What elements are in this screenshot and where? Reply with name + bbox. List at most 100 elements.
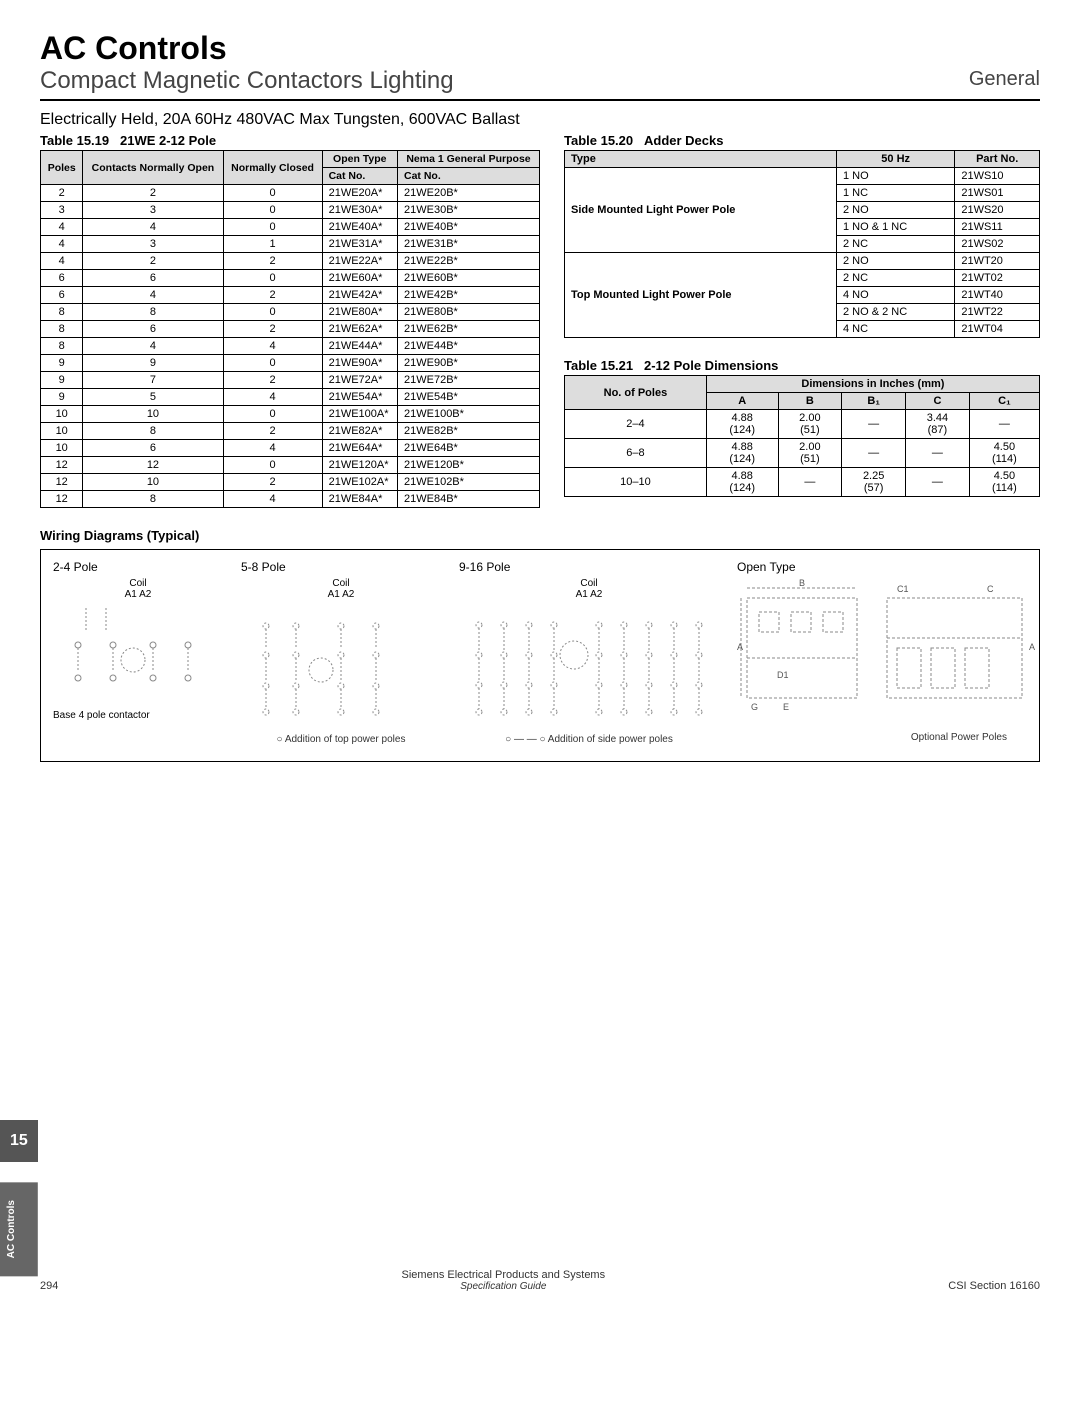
wiring-svg-2	[246, 600, 436, 730]
t19-cell: 8	[41, 338, 83, 355]
section-tab: AC Controls	[0, 1182, 38, 1276]
svg-text:A: A	[737, 642, 743, 652]
wiring-base4: Base 4 pole contactor	[53, 710, 223, 721]
svg-text:B: B	[799, 578, 805, 588]
t19-cell: 4	[223, 440, 322, 457]
t19-cell: 4	[41, 236, 83, 253]
footer-page: 294	[40, 1280, 58, 1292]
t19-cell: 0	[223, 219, 322, 236]
t19-cell: 9	[83, 355, 223, 372]
t19-cell: 21WE30A*	[322, 202, 397, 219]
t19-hdr-cat1: Cat No.	[322, 168, 397, 185]
doc-title: AC Controls	[40, 30, 454, 67]
svg-text:D1: D1	[777, 670, 789, 680]
t19-cell: 21WE60B*	[398, 270, 540, 287]
t21-hdr-dim: Dimensions in Inches (mm)	[706, 376, 1039, 393]
t19-cell: 9	[41, 372, 83, 389]
t20-hdr-part: Part No.	[955, 151, 1040, 168]
t19-cell: 21WE120A*	[322, 457, 397, 474]
t19-cell: 4	[41, 253, 83, 270]
t21-cell: 4.88(124)	[706, 439, 778, 468]
wiring-col3-title: 9-16 Pole	[459, 560, 719, 574]
t19-cell: 21WE31B*	[398, 236, 540, 253]
t19-cell: 21WE72A*	[322, 372, 397, 389]
header-category: General	[969, 68, 1040, 95]
t19-cell: 12	[41, 474, 83, 491]
t21-hdr-c1: C₁	[969, 393, 1039, 410]
svg-text:A: A	[1029, 642, 1035, 652]
table-dimensions: No. of Poles Dimensions in Inches (mm) A…	[564, 375, 1040, 497]
t19-cell: 7	[83, 372, 223, 389]
svg-text:C: C	[987, 584, 994, 594]
page-footer: 294 Siemens Electrical Products and Syst…	[40, 1269, 1040, 1292]
t20-part-cell: 21WT40	[955, 287, 1040, 304]
t19-cell: 21WE60A*	[322, 270, 397, 287]
t19-cell: 8	[83, 491, 223, 508]
t21-hdr-b: B	[778, 393, 842, 410]
wiring-svg-1	[58, 600, 218, 710]
t20-part-cell: 21WS20	[955, 202, 1040, 219]
t19-caption: Table 15.19 21WE 2-12 Pole	[40, 133, 540, 148]
t20-part-cell: 21WT22	[955, 304, 1040, 321]
t19-cell: 4	[223, 338, 322, 355]
t19-cell: 21WE44A*	[322, 338, 397, 355]
t20-hz-cell: 4 NO	[837, 287, 955, 304]
wiring-addside-label: Addition of side power poles	[548, 734, 673, 745]
t19-cell: 21WE31A*	[322, 236, 397, 253]
t19-cell: 21WE82A*	[322, 423, 397, 440]
t21-hdr-b1: B₁	[842, 393, 906, 410]
t20-hz-cell: 1 NO	[837, 168, 955, 185]
t20-caption: Table 15.20 Adder Decks	[564, 133, 1040, 148]
t19-hdr-cat2: Cat No.	[398, 168, 540, 185]
wiring-a1a2-1: A1 A2	[53, 589, 223, 600]
t19-cell: 21WE40B*	[398, 219, 540, 236]
svg-text:E: E	[783, 702, 789, 712]
t21-cell: —	[969, 410, 1039, 439]
t19-hdr-opentype: Open Type	[322, 151, 397, 168]
t20-hdr-type: Type	[565, 151, 837, 168]
t20-caption-text: Adder Decks	[644, 133, 723, 148]
wiring-note-side: ○ — — ○ Addition of side power poles	[459, 734, 719, 745]
t19-cell: 21WE102B*	[398, 474, 540, 491]
t19-cell: 21WE84A*	[322, 491, 397, 508]
t19-cell: 21WE42A*	[322, 287, 397, 304]
t21-cell: —	[778, 468, 842, 497]
t19-cell: 8	[41, 304, 83, 321]
t19-cell: 8	[41, 321, 83, 338]
t19-cell: 2	[83, 253, 223, 270]
t19-cell: 3	[41, 202, 83, 219]
t21-caption-label: Table 15.21	[564, 358, 633, 373]
t19-cell: 2	[223, 287, 322, 304]
t19-cell: 6	[41, 270, 83, 287]
t19-cell: 21WE54A*	[322, 389, 397, 406]
t19-cell: 21WE22B*	[398, 253, 540, 270]
t20-hdr-hz: 50 Hz	[837, 151, 955, 168]
t19-cell: 2	[41, 185, 83, 202]
t20-hz-cell: 1 NC	[837, 185, 955, 202]
t21-cell: 4.88(124)	[706, 410, 778, 439]
t19-cell: 0	[223, 355, 322, 372]
wiring-note-top: ○ Addition of top power poles	[241, 734, 441, 745]
t19-cell: 21WE80B*	[398, 304, 540, 321]
t19-cell: 8	[83, 304, 223, 321]
t19-cell: 21WE62A*	[322, 321, 397, 338]
t19-hdr-poles: Poles	[41, 151, 83, 185]
t20-type-cell: Top Mounted Light Power Pole	[565, 253, 837, 338]
wiring-svg-4: B A A C1 C D1 G E	[737, 578, 1037, 728]
svg-text:G: G	[751, 702, 758, 712]
t19-cell: 6	[83, 270, 223, 287]
t19-cell: 10	[41, 440, 83, 457]
t19-caption-text: 21WE 2-12 Pole	[120, 133, 216, 148]
wiring-optional-label: Optional Power Poles	[737, 732, 1007, 743]
t20-part-cell: 21WT02	[955, 270, 1040, 287]
t19-cell: 2	[83, 185, 223, 202]
t21-cell: —	[906, 468, 970, 497]
t19-caption-label: Table 15.19	[40, 133, 109, 148]
t21-cell: 4.50(114)	[969, 468, 1039, 497]
t20-type-cell: Side Mounted Light Power Pole	[565, 168, 837, 253]
t19-hdr-contacts: Contacts Normally Open	[83, 151, 223, 185]
t19-cell: 2	[223, 253, 322, 270]
wiring-col2-title: 5-8 Pole	[241, 560, 441, 574]
t21-hdr-c: C	[906, 393, 970, 410]
wiring-col1-title: 2-4 Pole	[53, 560, 223, 574]
